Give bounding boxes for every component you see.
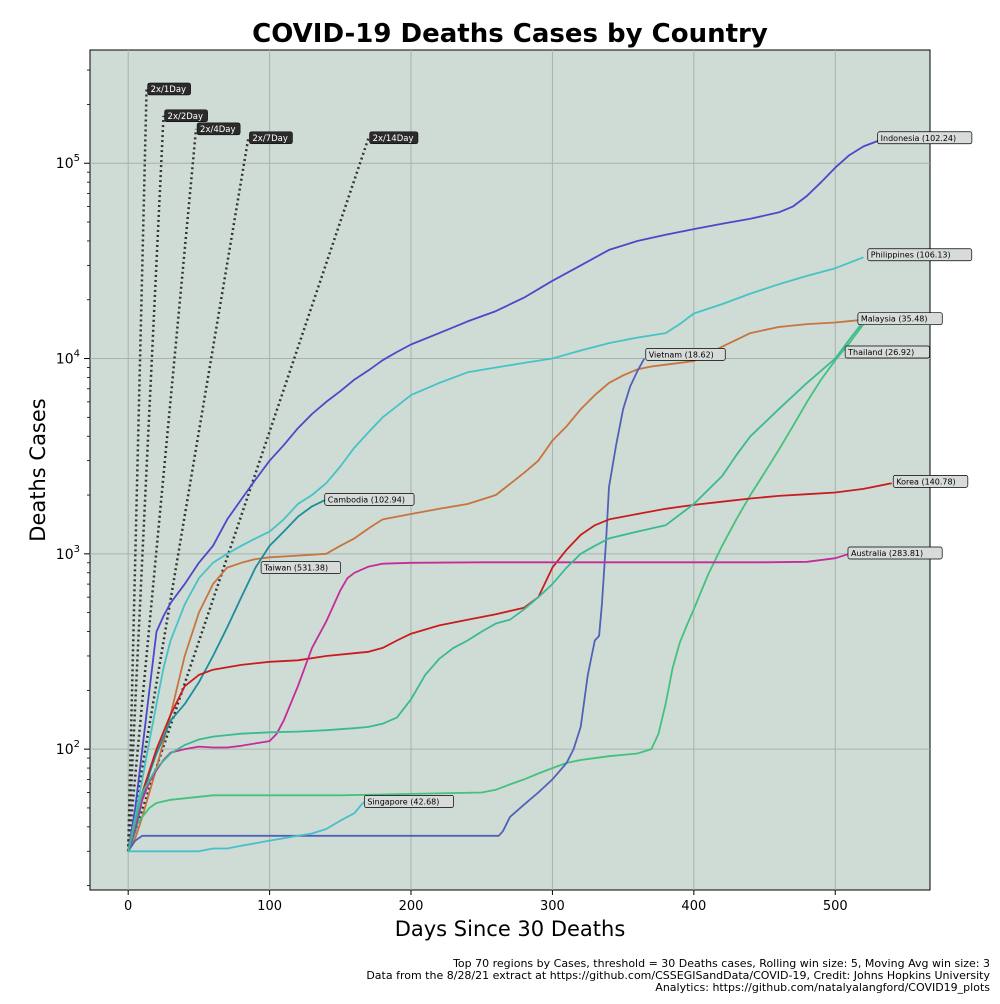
series-label: Korea (140.78): [892, 475, 969, 488]
svg-text:Malaysia (35.48): Malaysia (35.48): [861, 315, 928, 324]
series-label: Australia (283.81): [847, 546, 943, 560]
axis-layer: 0 100 200 300 400 500 102 103 104 105: [56, 69, 848, 914]
svg-text:Australia (283.81): Australia (283.81): [851, 549, 923, 558]
series-line: [127, 482, 892, 852]
series-label: Philippines (106.13): [867, 248, 973, 262]
y-tick-label: 104: [56, 349, 80, 368]
y-axis-label: Deaths Cases: [26, 398, 50, 541]
series-line: [127, 256, 864, 852]
x-tick-label: 100: [257, 899, 282, 914]
svg-text:Singapore (42.68): Singapore (42.68): [367, 797, 439, 806]
doubling-label: 2x/14Day: [369, 131, 419, 145]
x-axis-label: Days Since 30 Deaths: [395, 917, 626, 941]
doubling-line: [126, 88, 148, 852]
svg-text:2x/2Day: 2x/2Day: [168, 112, 204, 122]
series-line: [128, 797, 370, 853]
svg-text:Philippines (106.13): Philippines (106.13): [871, 251, 951, 260]
series-label: Cambodia (102.94): [324, 493, 415, 506]
y-tick-label: 102: [56, 739, 80, 758]
series-label: Indonesia (102.24): [877, 131, 973, 145]
doubling-label: 2x/2Day: [164, 109, 208, 123]
series-line: [127, 323, 865, 852]
doubling-lines: 2x/1Day 2x/2Day 2x/4Day 2x/7Day 2x/14Day: [126, 82, 419, 852]
plot-area: [89, 49, 931, 891]
svg-text:2x/7Day: 2x/7Day: [252, 134, 288, 144]
chart-title: COVID-19 Deaths Cases by Country: [252, 19, 768, 49]
svg-text:2x/14Day: 2x/14Day: [373, 134, 414, 144]
x-tick-label: 0: [124, 899, 132, 914]
doubling-label: 2x/1Day: [147, 82, 191, 96]
series-label: Malaysia (35.48): [857, 312, 943, 326]
y-tick-label: 103: [56, 544, 80, 563]
svg-text:Vietnam (18.62): Vietnam (18.62): [649, 350, 714, 359]
svg-text:Korea (140.78): Korea (140.78): [896, 477, 955, 486]
series-layer: [127, 140, 892, 853]
svg-text:2x/1Day: 2x/1Day: [151, 85, 187, 95]
footer-line-1: Top 70 regions by Cases, threshold = 30 …: [452, 957, 990, 970]
footer-line-2: Data from the 8/28/21 extract at https:/…: [366, 969, 990, 982]
series-line: [127, 498, 327, 852]
series-line: [127, 140, 879, 852]
x-tick-label: 300: [540, 899, 565, 914]
svg-text:2x/4Day: 2x/4Day: [200, 125, 236, 135]
doubling-label: 2x/4Day: [196, 122, 241, 136]
svg-text:Taiwan (531.38): Taiwan (531.38): [263, 564, 328, 573]
series-line: [127, 358, 646, 852]
doubling-line: [126, 128, 198, 852]
series-label: Thailand (26.92): [844, 345, 930, 359]
series-line: [127, 318, 864, 852]
series-label: Vietnam (18.62): [645, 348, 726, 361]
doubling-line: [126, 137, 370, 852]
y-tick-label: 105: [56, 153, 80, 172]
series-line: [127, 320, 865, 852]
x-tick-label: 200: [399, 899, 424, 914]
footer-line-3: Analytics: https://github.com/natalyalan…: [655, 981, 990, 994]
series-label: Singapore (42.68): [363, 795, 454, 808]
doubling-label: 2x/7Day: [249, 131, 293, 145]
svg-text:Thailand (26.92): Thailand (26.92): [847, 348, 914, 357]
svg-text:Indonesia (102.24): Indonesia (102.24): [881, 134, 956, 143]
x-tick-label: 400: [681, 899, 706, 914]
grid-layer: [90, 50, 930, 890]
svg-text:Cambodia (102.94): Cambodia (102.94): [328, 495, 405, 504]
x-tick-label: 500: [823, 899, 848, 914]
series-labels: Indonesia (102.24) Philippines (106.13) Ma…: [260, 131, 973, 808]
doubling-line: [126, 137, 250, 852]
series-label: Taiwan (531.38): [260, 561, 341, 574]
